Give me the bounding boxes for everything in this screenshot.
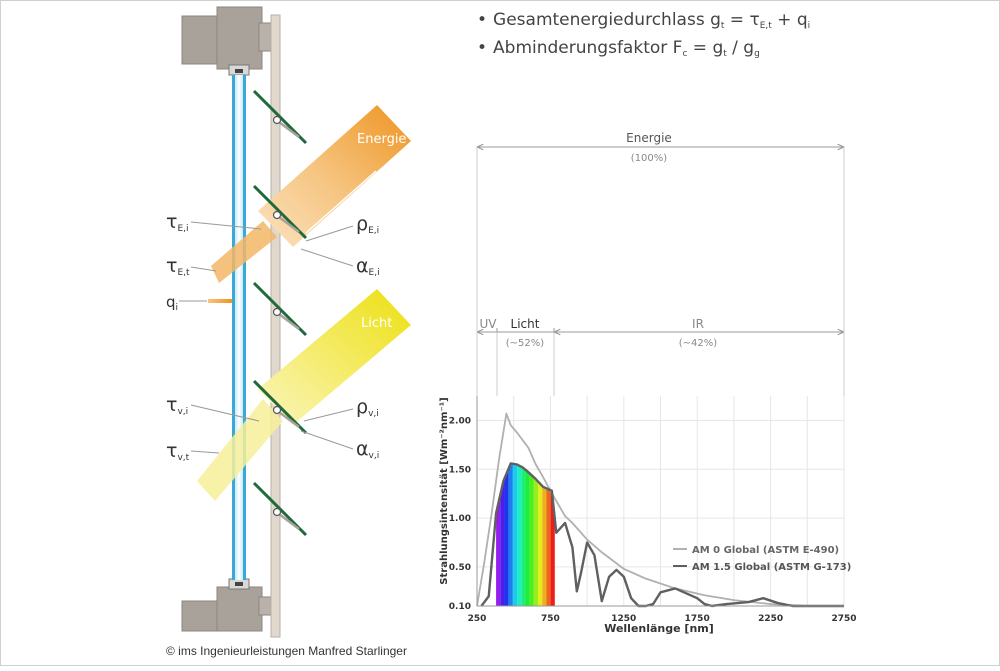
visible-spectrum-fill — [496, 463, 555, 606]
visible-spectrum-slice — [521, 466, 526, 606]
visible-spectrum-slice — [517, 464, 522, 606]
legend-label-am0: AM 0 Global (ASTM E-490) — [692, 545, 839, 556]
light-band — [258, 289, 411, 425]
visible-spectrum-slice — [533, 477, 539, 606]
x-axis-label: Wellenlänge [nm] — [604, 622, 714, 635]
legend-label-am15: AM 1.5 Global (ASTM G-173) — [692, 562, 851, 573]
formulas: • Gesamtenergiedurchlass gt = τE,t + qi •… — [477, 10, 810, 59]
series-line-am0 — [476, 412, 844, 607]
y-tick-label: 0.10 — [449, 602, 471, 612]
label-rho-e-i: ρE,i — [356, 213, 379, 236]
glass-pane-outer — [232, 75, 235, 580]
lamella-2 — [252, 184, 308, 240]
copyright-notice: © ims Ingenieurleistungen Manfred Starli… — [166, 644, 407, 658]
label-alpha-v-i: αv,i — [356, 438, 379, 461]
visible-spectrum-slice — [525, 469, 530, 606]
uv-range-label: UV — [480, 317, 498, 331]
visible-spectrum-slice — [538, 481, 543, 606]
chart-series — [476, 412, 844, 608]
wall-top — [181, 15, 221, 65]
energy-range-pct: (100%) — [631, 153, 667, 164]
chart-ticks: 250 750 1250 1750 2250 2750 0.10 0.50 1.00 1.50 2.… — [449, 416, 857, 624]
energy-transmitted-band — [211, 221, 277, 283]
x-tick-label: 1250 — [611, 614, 636, 624]
facade-labels: τE,i τE,t qi τv,i τv,t ρE,i αE,i ρv,i αv… — [166, 211, 380, 463]
visible-spectrum-slice — [529, 473, 534, 606]
range-guides — [476, 147, 845, 396]
y-tick-label: 1.00 — [449, 514, 471, 524]
ir-range-pct: (~42%) — [679, 338, 718, 349]
lamella-3 — [252, 281, 308, 337]
formula-line-2: • Abminderungsfaktor Fc = gt / gg — [477, 38, 760, 59]
visible-spectrum-slice — [500, 478, 505, 606]
lamella-4 — [252, 379, 308, 435]
lamella-1 — [252, 89, 308, 145]
visible-spectrum-slice — [496, 494, 501, 606]
spectrum-ranges: Energie (100%) UV Licht (~52%) IR (~42%) — [477, 131, 844, 396]
glass-pane-inner — [243, 75, 246, 580]
spectrum-chart: 250 750 1250 1750 2250 2750 0.10 0.50 1.00 1.50 2.… — [439, 396, 857, 635]
frame-bottom — [216, 586, 263, 632]
y-tick-label: 1.50 — [449, 465, 471, 475]
visible-spectrum-slice — [504, 468, 509, 606]
frame-bottom-profile — [258, 596, 272, 616]
visible-spectrum-slice — [512, 463, 518, 606]
light-band-label: Licht — [361, 316, 392, 331]
lamellas — [252, 89, 308, 537]
visible-spectrum-slice — [546, 488, 551, 606]
energy-range-label: Energie — [626, 131, 672, 145]
light-transmitted-band — [197, 399, 283, 501]
ir-range-label: IR — [692, 317, 704, 331]
light-range-pct: (~52%) — [506, 338, 545, 349]
x-tick-label: 2250 — [758, 614, 783, 624]
light-range-label: Licht — [511, 317, 540, 331]
visible-spectrum-slice — [542, 485, 547, 606]
facade-illustration: Energie Licht τE,i τE,t qi τv,i τv,t ρE,… — [166, 6, 411, 638]
label-tau-e-t: τE,t — [166, 255, 190, 278]
chart-axes — [476, 396, 844, 607]
y-tick-label: 0.50 — [449, 563, 471, 573]
label-tau-v-t: τv,t — [166, 440, 190, 463]
energy-band — [258, 105, 411, 247]
lamella-5 — [252, 481, 308, 537]
label-q-i: qi — [166, 293, 178, 313]
leader-lines — [179, 221, 354, 454]
x-tick-label: 1750 — [685, 614, 710, 624]
label-rho-v-i: ρv,i — [356, 396, 379, 419]
wall-bottom — [181, 600, 221, 632]
support-bar — [270, 14, 281, 638]
energy-band-label: Energie — [357, 132, 406, 147]
frame-top-profile — [258, 22, 272, 52]
energy-reflect-line — [305, 170, 377, 234]
series-line-am15 — [480, 462, 844, 608]
visible-spectrum-slice — [508, 463, 513, 606]
formula-line-1: • Gesamtenergiedurchlass gt = τE,t + qi — [477, 10, 810, 31]
frame-top — [216, 6, 263, 70]
label-alpha-e-i: αE,i — [356, 255, 380, 278]
x-tick-label: 750 — [541, 614, 560, 624]
label-tau-e-i: τE,i — [166, 211, 189, 234]
y-tick-label: 2.00 — [449, 416, 471, 426]
y-axis-label: Strahlungsintensität [Wm⁻²nm⁻¹] — [439, 397, 450, 584]
x-tick-label: 250 — [468, 614, 487, 624]
label-tau-v-i: τv,i — [166, 394, 188, 417]
qi-heat-flow — [208, 299, 232, 303]
x-tick-label: 2750 — [831, 614, 856, 624]
chart-legend: AM 0 Global (ASTM E-490) AM 1.5 Global (… — [673, 545, 851, 573]
light-reflect-line — [305, 355, 377, 416]
